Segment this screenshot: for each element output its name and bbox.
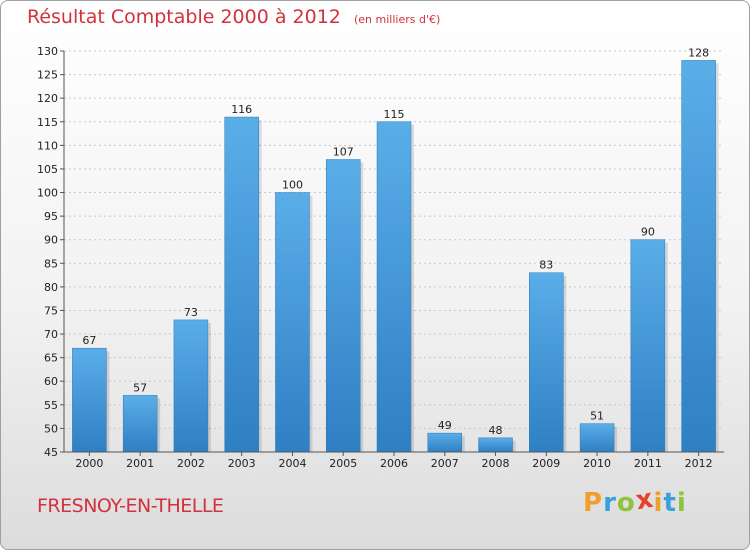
bar-2012: [681, 60, 716, 453]
logo-letter: o: [616, 488, 636, 518]
bar-2007: [427, 432, 463, 453]
x-tick-label-2008: 2008: [482, 457, 510, 470]
commune-name: FRESNOY-EN-THELLE: [37, 495, 224, 517]
x-tick-label-2000: 2000: [75, 457, 103, 470]
x-tick-label-2001: 2001: [126, 457, 154, 470]
bar-2005: [325, 159, 361, 453]
chart-subtitle: (en milliers d'€): [353, 13, 441, 26]
y-tick-label: 95: [44, 210, 58, 223]
y-tick-label: 65: [44, 352, 58, 365]
y-axis: 45 50 55 60 65 70 75 80 85 90 95 100 105 110 115 120 125…: [37, 45, 65, 459]
x-tick-label-2007: 2007: [431, 457, 459, 470]
chart-title-block: Résultat Comptable 2000 à 2012 (en milli…: [27, 6, 440, 28]
bars: 67 57 73 116 100 107 115 49 48 83 51 90 128: [72, 46, 719, 453]
y-tick-label: 80: [44, 281, 58, 294]
data-label-2008: 48: [489, 424, 503, 437]
bar-2008: [478, 437, 513, 453]
data-label-2003: 116: [231, 103, 252, 116]
x-tick-label-2009: 2009: [532, 457, 560, 470]
x-tick-label-2005: 2005: [329, 457, 357, 470]
y-tick-label: 55: [44, 399, 58, 412]
data-label-2002: 73: [184, 306, 198, 319]
data-label-2001: 57: [133, 381, 147, 394]
y-tick-label: 125: [37, 69, 58, 82]
proxiti-logo: Proxiti: [583, 484, 687, 518]
y-tick-label: 100: [37, 187, 58, 200]
bar-2011: [630, 239, 666, 453]
y-tick-label: 120: [37, 92, 58, 105]
x-tick-label-2011: 2011: [634, 457, 662, 470]
data-label-2006: 115: [384, 108, 405, 121]
data-label-2010: 51: [590, 410, 604, 423]
y-tick-label: 90: [44, 234, 58, 247]
logo-letter: P: [583, 488, 604, 518]
y-tick-label: 115: [37, 116, 58, 129]
y-tick-label: 130: [37, 45, 58, 58]
x-axis: 2000 2001 2002 2003 2004 2005 2006 2007 2008 2009…: [64, 451, 724, 470]
data-label-2007: 49: [438, 419, 452, 432]
bar-2000: [72, 347, 107, 453]
bar-2002: [173, 319, 209, 453]
y-tick-label: 45: [44, 446, 58, 459]
data-label-2009: 83: [539, 259, 553, 272]
data-label-2004: 100: [282, 179, 303, 192]
y-tick-label: 85: [44, 257, 58, 270]
logo-letter: i: [676, 488, 687, 518]
x-tick-label-2010: 2010: [583, 457, 611, 470]
y-tick-label: 110: [37, 139, 58, 152]
x-tick-label-2004: 2004: [278, 457, 306, 470]
x-tick-label-2002: 2002: [177, 457, 205, 470]
chart-title: Résultat Comptable 2000 à 2012: [27, 6, 341, 28]
y-tick-label: 75: [44, 304, 58, 317]
logo-letter: r: [603, 488, 617, 518]
y-tick-label: 60: [44, 375, 58, 388]
data-label-2012: 128: [688, 46, 709, 59]
x-tick-label-2012: 2012: [685, 457, 713, 470]
x-tick-label-2003: 2003: [228, 457, 256, 470]
data-label-2011: 90: [641, 226, 655, 239]
bar-2003: [224, 116, 259, 453]
y-tick-label: 70: [44, 328, 58, 341]
y-tick-label: 105: [37, 163, 58, 176]
y-tick-label: 50: [44, 422, 58, 435]
x-tick-label-2006: 2006: [380, 457, 408, 470]
bar-2010: [579, 423, 615, 453]
bar-2004: [275, 192, 310, 453]
data-label-2005: 107: [333, 146, 354, 159]
bar-2006: [376, 121, 412, 453]
bar-2001: [122, 395, 158, 453]
logo-letter: t: [663, 488, 677, 518]
data-label-2000: 67: [82, 334, 96, 347]
logo-letter: i: [653, 488, 664, 518]
bar-2009: [529, 272, 564, 453]
